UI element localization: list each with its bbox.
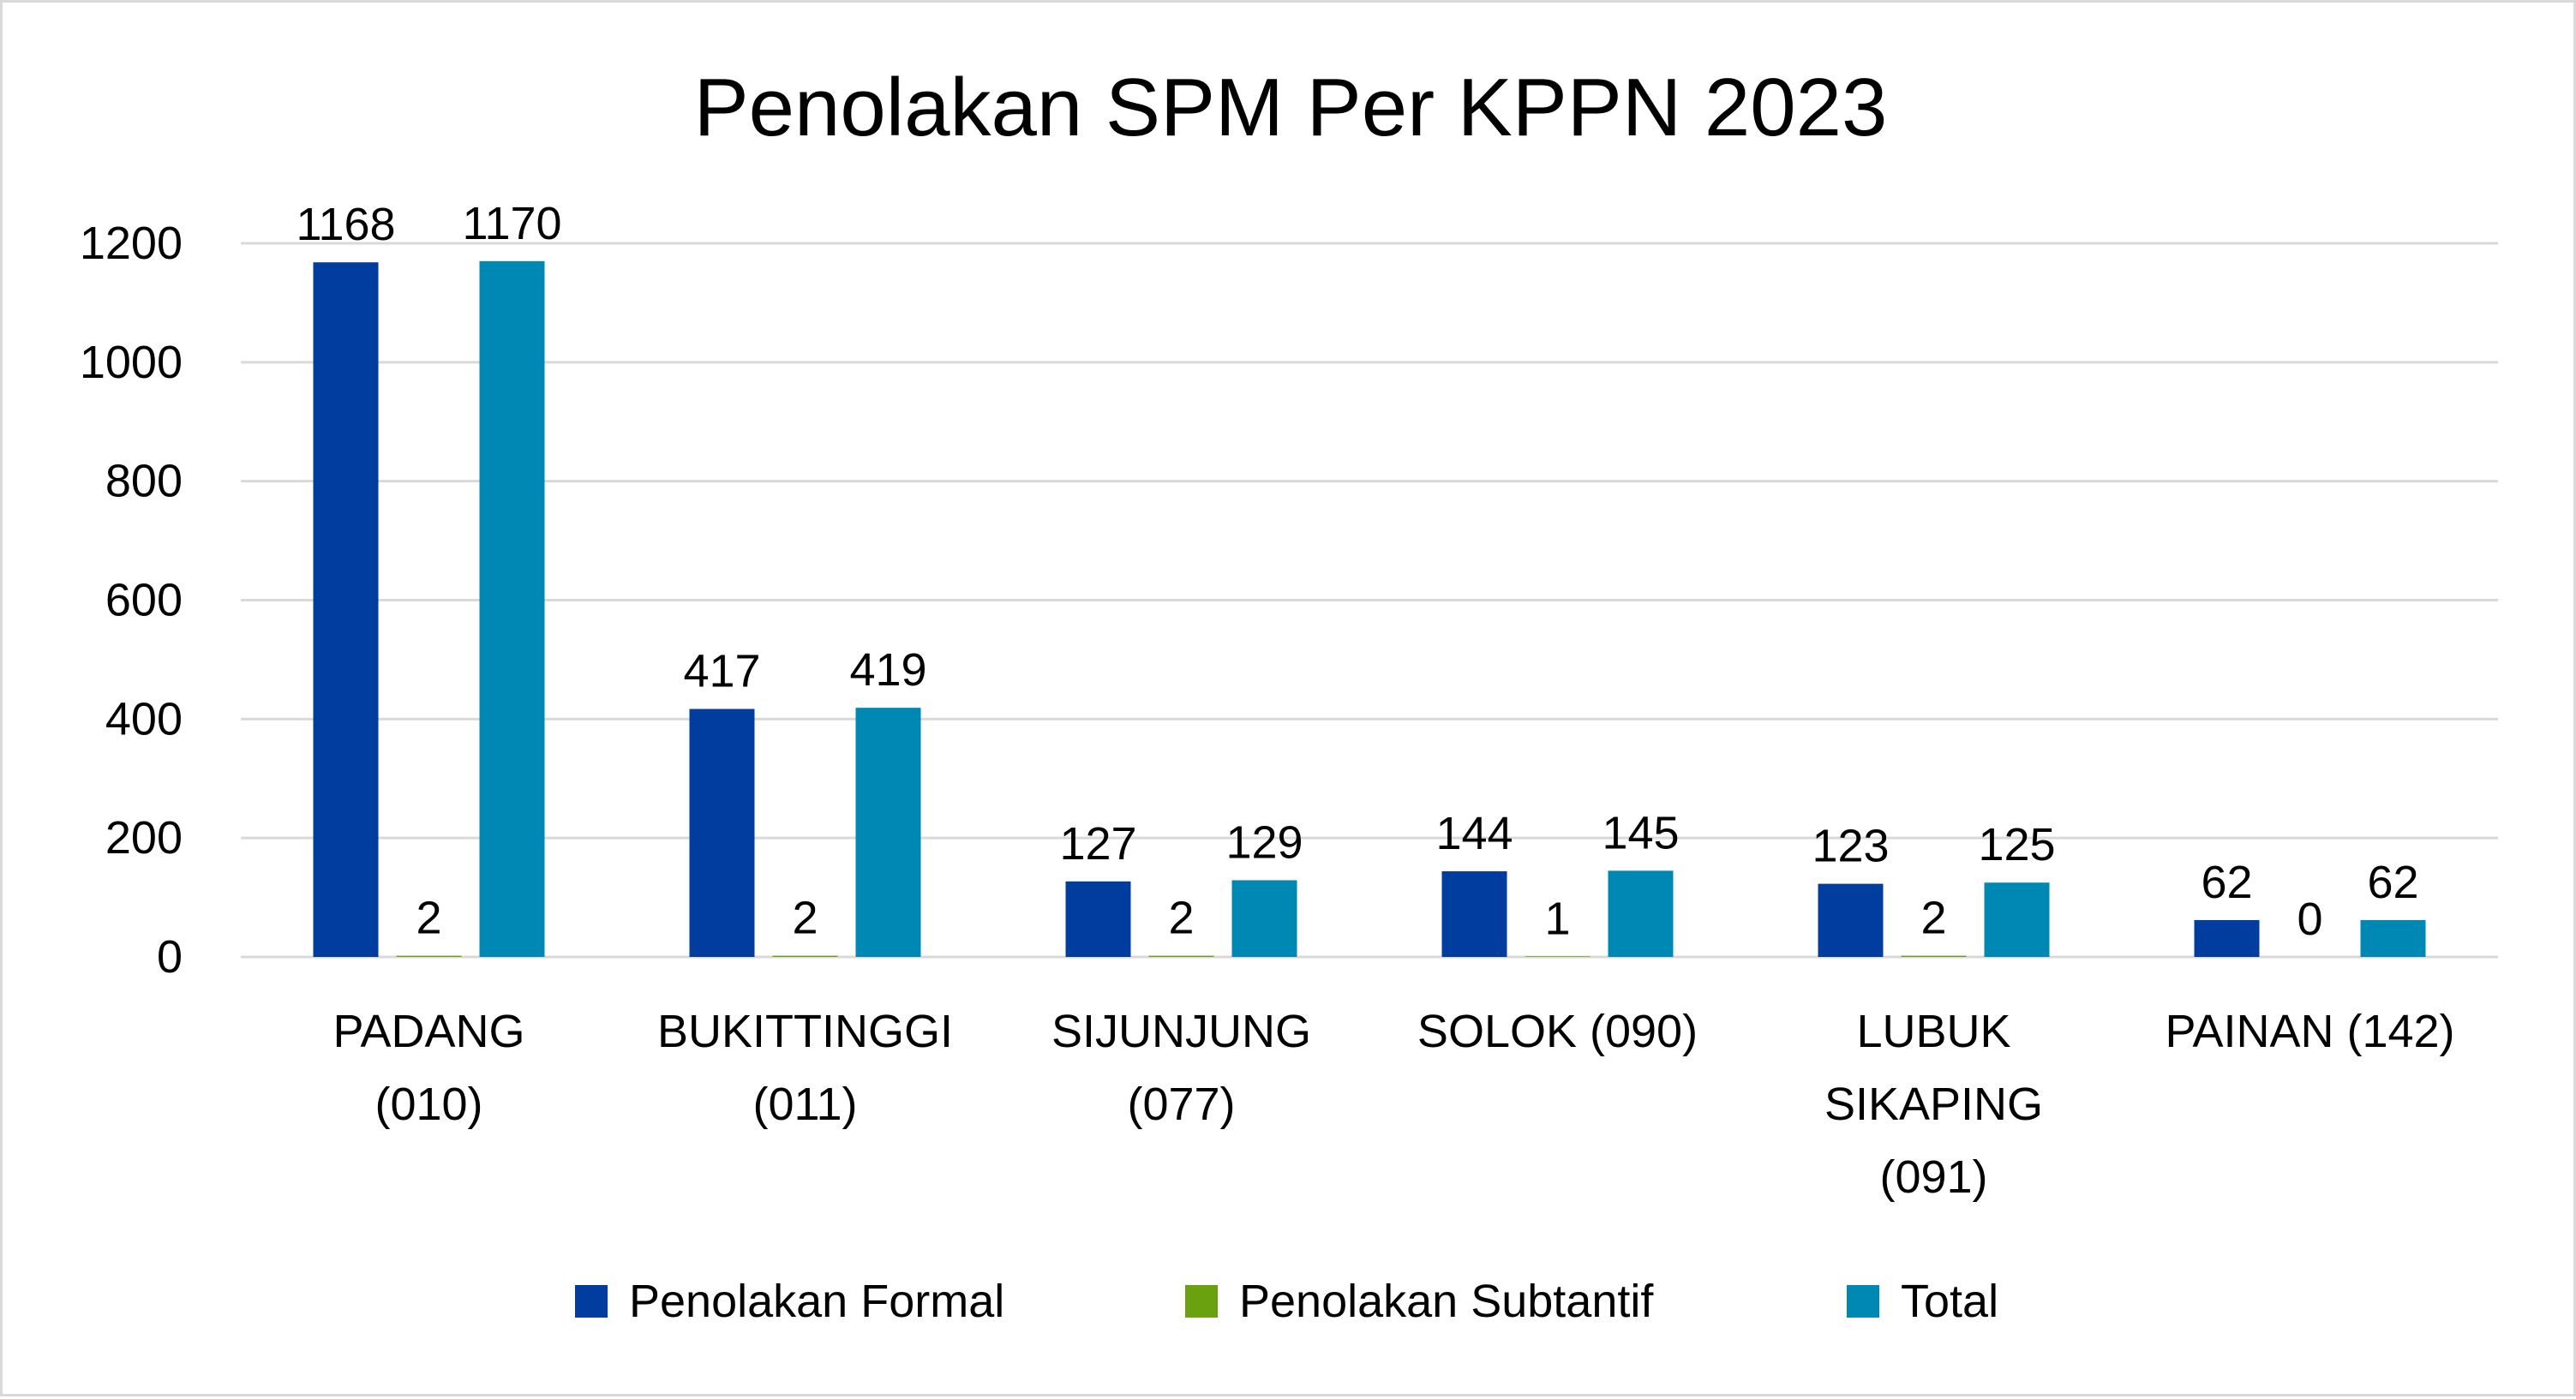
bar-total (479, 260, 545, 957)
bar-total (1984, 882, 2050, 957)
x-tick-label: (077) (1127, 1079, 1235, 1130)
data-label: 62 (2367, 857, 2418, 908)
x-tick-label: (091) (1879, 1151, 1987, 1203)
bar-penolakan-subtantif (396, 955, 462, 957)
bar-penolakan-formal (313, 262, 379, 957)
x-tick-label: (011) (752, 1079, 857, 1130)
bar-penolakan-formal (1441, 871, 1507, 957)
y-tick-label: 200 (105, 812, 183, 864)
legend-label: Total (1901, 1276, 1998, 1327)
y-tick-label: 0 (157, 931, 183, 983)
bar-penolakan-subtantif (1525, 956, 1591, 957)
bar-penolakan-formal (1065, 881, 1131, 957)
x-tick-label: SIJUNJUNG (1051, 1006, 1311, 1057)
legend-label: Penolakan Formal (629, 1276, 1004, 1327)
y-tick-label: 1200 (80, 218, 183, 269)
x-tick-label: LUBUK (1856, 1006, 2010, 1057)
data-label: 2 (416, 893, 441, 944)
bar-total (1608, 870, 1674, 957)
legend-swatch (1185, 1285, 1218, 1318)
data-label: 2 (1168, 893, 1194, 944)
x-tick-label: BUKITTINGGI (657, 1006, 953, 1057)
data-label: 2 (792, 893, 818, 944)
x-tick-label: PAINAN (142) (2165, 1006, 2454, 1057)
chart-title: Penolakan SPM Per KPPN 2023 (694, 62, 1888, 153)
legend-swatch (575, 1285, 608, 1318)
y-tick-label: 1000 (80, 337, 183, 388)
x-tick-label: PADANG (332, 1006, 524, 1057)
data-label: 125 (1978, 819, 2055, 870)
bar-total (2360, 919, 2426, 957)
data-label: 0 (2297, 894, 2322, 945)
bar-penolakan-subtantif (1148, 955, 1214, 957)
data-label: 419 (849, 644, 926, 696)
y-tick-label: 400 (105, 693, 183, 744)
x-tick-label: (010) (374, 1079, 482, 1130)
data-label: 127 (1059, 818, 1136, 870)
bar-penolakan-formal (2194, 919, 2260, 957)
data-label: 1170 (462, 198, 561, 249)
bar-total (1231, 880, 1297, 957)
bar-total (855, 708, 921, 957)
x-tick-label: SIKAPING (1824, 1079, 2043, 1130)
legend-label: Penolakan Subtantif (1239, 1276, 1654, 1327)
bar-chart: Penolakan SPM Per KPPN 2023 0 200 400 600 80… (80, 62, 2498, 1327)
data-label: 1 (1544, 893, 1570, 944)
data-label: 62 (2201, 857, 2252, 908)
data-label: 123 (1812, 821, 1889, 872)
data-label: 417 (683, 646, 760, 697)
bar-penolakan-formal (1818, 883, 1884, 957)
legend-swatch (1847, 1285, 1879, 1318)
y-tick-label: 800 (105, 456, 183, 507)
x-tick-label: SOLOK (090) (1417, 1006, 1698, 1057)
data-label: 2 (1920, 893, 1946, 944)
y-tick-label: 600 (105, 575, 183, 626)
bar-penolakan-subtantif (1901, 955, 1967, 957)
data-label: 129 (1225, 816, 1303, 868)
bar-penolakan-subtantif (772, 955, 838, 957)
data-label: 144 (1435, 808, 1513, 859)
data-label: 1168 (296, 199, 395, 250)
data-label: 145 (1602, 807, 1679, 858)
bar-penolakan-formal (689, 708, 755, 957)
